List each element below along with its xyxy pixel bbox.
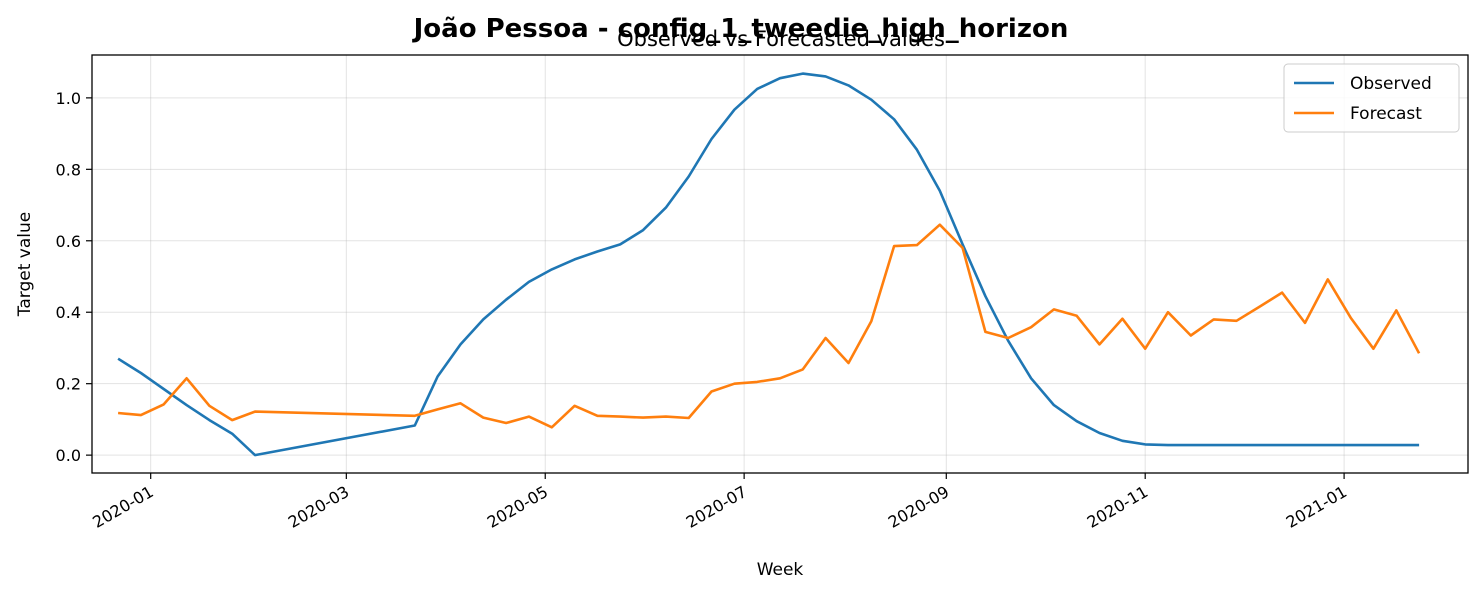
x-tick-label: 2020-11 (1084, 482, 1151, 532)
y-tick-label: 0.8 (56, 160, 81, 179)
x-tick-label: 2021-01 (1283, 482, 1350, 532)
x-tick-label: 2020-05 (484, 482, 551, 532)
y-tick-label: 0.2 (56, 375, 81, 394)
x-tick-label: 2020-09 (885, 482, 952, 532)
y-tick-label: 0.6 (56, 232, 81, 251)
y-tick-label: 1.0 (56, 89, 81, 108)
legend-box (1283, 63, 1460, 133)
grid (92, 55, 1468, 473)
series-lines (117, 72, 1421, 457)
series-line-observed (117, 72, 1420, 457)
x-axis-label: Week (757, 560, 804, 580)
legend: Observed Forecast (1283, 63, 1460, 133)
chart-subtitle: Observed vs Forecasted values (617, 27, 945, 51)
y-axis-label: Target value (15, 212, 35, 317)
x-tick-label: 2020-01 (89, 482, 156, 532)
x-tick-label: 2020-07 (683, 482, 750, 532)
x-axis: 2020-01 2020-03 2020-05 2020-07 2020-09 2020-… (89, 473, 1350, 532)
legend-label-forecast: Forecast (1350, 104, 1422, 124)
legend-label-observed: Observed (1350, 74, 1432, 94)
x-tick-label: 2020-03 (285, 482, 352, 532)
y-tick-label: 0.0 (56, 446, 81, 465)
plot-area (91, 54, 1469, 474)
y-axis: 0.0 0.2 0.4 0.6 0.8 1.0 (56, 89, 92, 465)
series-line-forecast (117, 223, 1421, 429)
y-tick-label: 0.4 (56, 303, 81, 322)
chart-title: João Pessoa - config_1_tweedie_high_hori… (412, 14, 1069, 44)
